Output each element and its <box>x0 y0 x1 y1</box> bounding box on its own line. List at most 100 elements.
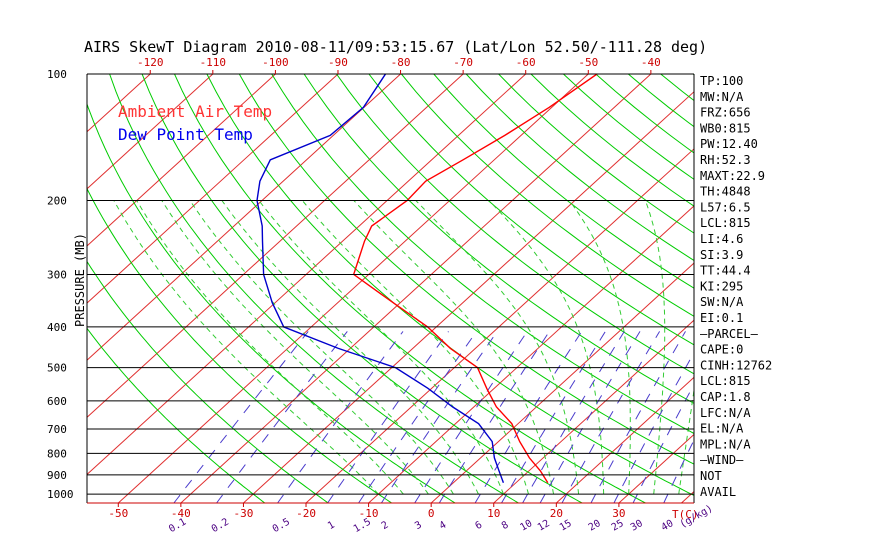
sounding-index: TP:100 <box>700 74 743 88</box>
sounding-index: —WIND— <box>700 453 744 467</box>
bottom-temp-tick-label: 20 <box>550 507 563 520</box>
legend-ambient-air-temp: Ambient Air Temp <box>118 102 272 121</box>
mixing-ratio-tick-label: 1 <box>326 520 337 533</box>
sounding-index: EL:N/A <box>700 422 744 436</box>
mixing-ratio-line <box>327 331 449 503</box>
isotherm <box>555 376 694 503</box>
mixing-ratio-line <box>501 331 606 503</box>
dry-adiabat <box>87 260 329 503</box>
isotherm <box>87 74 214 190</box>
sounding-index: EI:0.1 <box>700 311 743 325</box>
sounding-index: LFC:N/A <box>700 406 751 420</box>
pressure-tick-label: 1000 <box>47 488 74 501</box>
sounding-index: —PARCEL— <box>700 327 759 341</box>
mixing-ratio-tick-label: 4 <box>438 520 449 533</box>
sounding-index: MAXT:22.9 <box>700 169 765 183</box>
chart-title: AIRS SkewT Diagram 2010-08-11/09:53:15.6… <box>84 38 707 56</box>
dry-adiabat <box>87 327 266 503</box>
mixing-ratio-tick-label: 0.2 <box>210 517 231 536</box>
isotherm <box>117 74 589 503</box>
mixing-ratio-tick-label: 8 <box>500 520 511 533</box>
dry-adiabat <box>660 74 694 102</box>
top-temp-tick-label: -50 <box>578 56 598 69</box>
isotherm <box>305 148 694 503</box>
top-temp-tick-label: -90 <box>328 56 348 69</box>
legend-dew-point-temp: Dew Point Temp <box>118 125 253 144</box>
pressure-tick-label: 800 <box>47 447 67 460</box>
sounding-index: LI:4.6 <box>700 232 743 246</box>
pressure-tick-label: 500 <box>47 362 67 375</box>
profile-lines <box>256 74 598 484</box>
isotherm <box>180 74 652 503</box>
sounding-index: PW:12.40 <box>700 137 758 151</box>
dry-adiabat <box>87 187 392 503</box>
dry-adiabat <box>238 74 694 465</box>
mixing-ratio-tick-label: 20 <box>587 518 603 534</box>
mixing-ratio-tick-label: 40 <box>660 518 676 534</box>
isotherm <box>87 74 401 361</box>
mixing-ratio-line <box>438 331 550 503</box>
moist-adiabat <box>221 200 479 495</box>
mixing-ratio-tick-label: 25 <box>610 518 626 534</box>
mixing-ratio-line <box>474 331 583 503</box>
mixing-ratio-tick-label: 2 <box>380 520 391 533</box>
moist-adiabat <box>136 200 404 495</box>
isotherm <box>493 319 694 503</box>
bottom-temp-tick-label: 0 <box>428 507 435 520</box>
dry-adiabat <box>401 74 694 317</box>
mixing-ratio-line <box>277 331 404 503</box>
top-temp-tick-label: -70 <box>453 56 473 69</box>
bottom-temp-tick-label: -10 <box>359 507 379 520</box>
mixing-ratio-line <box>632 383 694 503</box>
bottom-temp-tick-label: -50 <box>108 507 128 520</box>
bottom-temp-tick-label: -40 <box>171 507 191 520</box>
dry-adiabat <box>465 74 694 262</box>
pressure-tick-label: 700 <box>47 423 67 436</box>
grid-lines <box>0 74 870 503</box>
isotherm <box>87 74 339 304</box>
pressure-tick-label: 900 <box>47 469 67 482</box>
sounding-index: SI:3.9 <box>700 248 743 262</box>
sounding-index: MPL:N/A <box>700 437 751 451</box>
sounding-index: AVAIL <box>700 485 736 499</box>
pressure-tick-label: 600 <box>47 395 67 408</box>
ambient-air-temp-line <box>352 74 598 484</box>
pressure-tick-label: 100 <box>47 68 67 81</box>
mixing-ratio-line <box>358 331 478 503</box>
mixing-ratio-tick-label: 12 <box>536 518 552 534</box>
mixing-ratio-line <box>561 331 661 503</box>
isotherm <box>87 74 527 476</box>
mixing-ratio-tick-label: 0.5 <box>271 517 292 536</box>
dry-adiabat <box>206 74 694 497</box>
top-temp-tick-label: -60 <box>516 56 536 69</box>
mixing-ratio-tick-label: 3 <box>413 520 424 533</box>
sounding-index: CAPE:0 <box>700 343 743 357</box>
moist-adiabat <box>568 200 631 495</box>
sounding-index: NOT <box>700 469 722 483</box>
bottom-temp-tick-label: 30 <box>612 507 625 520</box>
top-temp-tick-label: -110 <box>200 56 227 69</box>
isotherm <box>87 74 464 418</box>
isotherm <box>430 262 694 503</box>
isotherm <box>0 74 25 503</box>
sounding-index: TT:44.4 <box>700 264 751 278</box>
isotherm <box>243 91 694 503</box>
mixing-ratio-line <box>216 331 348 503</box>
top-temp-tick-label: -40 <box>641 56 661 69</box>
pressure-tick-label: 200 <box>47 194 67 207</box>
dry-adiabat <box>174 74 646 503</box>
mixing-ratio-tick-label: 30 <box>629 518 645 534</box>
sounding-index: SW:N/A <box>700 295 744 309</box>
sounding-index: CINH:12762 <box>700 358 772 372</box>
mixing-ratio-tick-label: 10 <box>518 518 534 534</box>
sounding-index: KI:295 <box>700 279 743 293</box>
mixing-ratio-line <box>380 331 498 503</box>
dry-adiabat <box>271 74 694 435</box>
isotherm <box>744 74 870 503</box>
top-temp-tick-label: -120 <box>137 56 164 69</box>
dry-adiabat <box>336 74 694 375</box>
x-axis-unit-label: T(C) <box>672 508 699 521</box>
